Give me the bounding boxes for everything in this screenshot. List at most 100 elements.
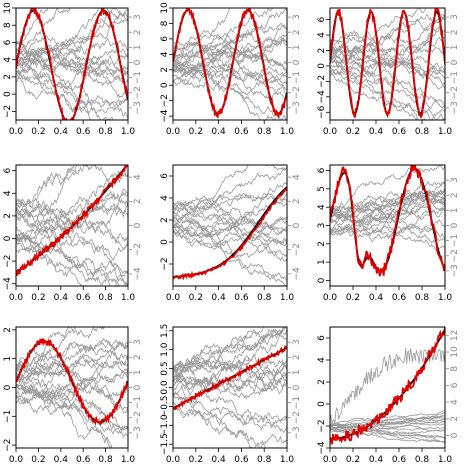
left-tick-label: −2 (160, 94, 170, 107)
right-tick-label: 8 (450, 366, 460, 372)
plot-frame (172, 7, 288, 121)
left-tick-label: 4 (317, 32, 327, 38)
left-tick-label: −2 (317, 75, 327, 88)
left-tick-label: 4 (317, 357, 327, 363)
right-tick-label: −1 (450, 234, 460, 247)
sample-path (330, 180, 445, 218)
sample-path (16, 53, 128, 81)
left-tick-label: 0 (317, 277, 327, 283)
left-tick-label: −1.5 (160, 433, 170, 455)
sample-path (330, 423, 445, 440)
left-tick-label: 2 (3, 327, 13, 333)
x-tick-label: 0.2 (346, 455, 360, 465)
right-tick-label: 1 (292, 370, 302, 376)
x-tick-label: 0.4 (54, 293, 69, 303)
left-tick-label: 0.0 (160, 380, 170, 395)
sample-path (330, 187, 445, 226)
sample-path (330, 54, 445, 80)
sample-path (173, 44, 287, 85)
sample-path (330, 42, 445, 90)
left-tick-label: 4 (160, 51, 170, 57)
sample-path (173, 328, 287, 381)
left-tick-label: −4 (160, 109, 170, 123)
right-tick-label: 2 (292, 198, 302, 204)
sample-path (16, 202, 128, 227)
sample-path (16, 165, 128, 220)
x-tick-label: 0.2 (346, 293, 360, 303)
right-tick-label: 3 (133, 339, 143, 345)
right-tick-label: 0 (133, 384, 143, 390)
right-tick-label: 4 (292, 174, 302, 180)
x-tick-label: 0.8 (415, 127, 430, 137)
sample-path (173, 222, 287, 247)
sample-path (16, 192, 128, 217)
left-tick-label: 4 (3, 190, 13, 196)
x-tick-label: 1.0 (121, 455, 136, 465)
left-tick-label: −2 (317, 419, 327, 432)
right-tick-label: −2 (292, 411, 302, 424)
sample-path (173, 401, 287, 427)
sample-path (173, 392, 270, 448)
right-tick-label: −3 (450, 264, 460, 277)
left-tick-label: −4 (317, 90, 327, 104)
right-tick-label: 2 (450, 192, 460, 198)
right-tick-label: −2 (292, 243, 302, 256)
x-tick-label: 0.4 (211, 293, 226, 303)
estimate-line (330, 327, 445, 445)
x-tick-label: 0.6 (234, 455, 249, 465)
right-tick-label: −3 (292, 426, 302, 439)
left-tick-label: 0 (3, 384, 13, 390)
left-tick-label: 8 (160, 20, 170, 26)
sample-path (173, 367, 287, 426)
left-tick-label: 2 (317, 48, 327, 54)
x-tick-label: 0.6 (392, 293, 407, 303)
sample-path (16, 359, 128, 379)
estimate-line (330, 165, 445, 277)
x-tick-label: 0.8 (98, 293, 113, 303)
x-tick-label: 0.8 (257, 293, 272, 303)
x-tick-label: 0.2 (189, 293, 203, 303)
left-tick-label: −2 (3, 105, 13, 118)
sample-path (173, 8, 231, 56)
sample-path (173, 8, 273, 60)
sample-path (173, 355, 287, 387)
x-tick-label: 0.2 (31, 293, 45, 303)
estimate-line (173, 187, 287, 281)
x-tick-label: 0.2 (31, 127, 45, 137)
sample-path (16, 38, 128, 59)
left-tick-label: 6 (317, 335, 327, 341)
left-tick-label: −2 (160, 257, 170, 270)
left-tick-label: 6 (3, 168, 13, 174)
sample-path (16, 383, 113, 448)
sample-path (173, 62, 287, 90)
sample-path (330, 207, 445, 235)
left-tick-label: 5 (317, 186, 327, 192)
right-tick-label: −2 (133, 243, 143, 256)
panel-1: −2 0 2 4 6 8 10 −3 −2 −1 0 1 2 3 0.0 0.2 0.4 0.6 0.8 1.0 (3, 2, 143, 137)
x-tick-label: 1.0 (280, 293, 295, 303)
right-tick-label: −1 (450, 71, 460, 84)
sample-path (173, 374, 287, 397)
x-tick-label: 0.6 (76, 293, 91, 303)
right-tick-label: 2 (450, 29, 460, 35)
left-tick-label: 1.0 (160, 342, 170, 357)
right-tick-label: −2 (450, 86, 460, 99)
left-tick-label: −4 (317, 441, 327, 455)
right-tick-label: 12 (450, 330, 460, 341)
right-tick-label: 0 (450, 222, 460, 228)
left-tick-label: 0 (317, 401, 327, 407)
right-tick-label: 0 (133, 222, 143, 228)
x-tick-label: 0.0 (166, 455, 181, 465)
right-tick-label: 4 (450, 399, 460, 405)
right-tick-label: 0 (133, 59, 143, 65)
right-tick-label: 2 (133, 354, 143, 360)
right-tick-label: 1 (133, 44, 143, 50)
sample-path (330, 70, 432, 120)
x-tick-label: 1.0 (121, 293, 136, 303)
right-tick-label: −3 (450, 101, 460, 114)
x-tick-label: 0.0 (166, 127, 181, 137)
right-tick-label: −3 (133, 101, 143, 114)
x-tick-label: 0.4 (211, 455, 226, 465)
sample-path (173, 52, 287, 80)
sample-path (16, 52, 128, 113)
